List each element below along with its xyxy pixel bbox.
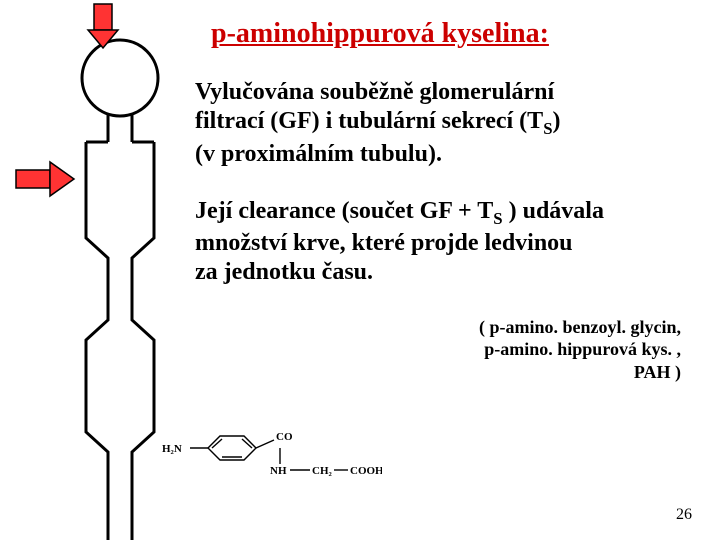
p2-line1a: Její clearance (součet GF + T [195, 198, 493, 224]
p2-line1b: ) udávala [503, 198, 604, 224]
paragraph-2: Její clearance (součet GF + TS ) udávala… [195, 197, 705, 288]
chem-cooh: COOH [350, 465, 382, 477]
p2-sub: S [493, 209, 502, 228]
chem-h2n: H₂N [162, 443, 182, 455]
paragraph-1: Vylučována souběžně glomerulární filtrac… [195, 78, 705, 169]
synonyms-block: ( p-amino. benzoyl. glycin, p-amino. hip… [195, 316, 705, 384]
p2-line2: množství krve, které projde ledvinou [195, 230, 573, 256]
chem-ch2: CH₂ [312, 465, 333, 477]
syn-line2: p-amino. hippurová kys. , [484, 339, 681, 359]
chem-nh: NH [270, 465, 287, 477]
syn-line3: PAH ) [634, 362, 681, 382]
p1-line2a: filtrací (GF) i tubulární sekrecí (T [195, 108, 543, 134]
p2-line3: za jednotku času. [195, 259, 373, 285]
p1-sub: S [543, 119, 552, 138]
chemical-structure: H₂N CO NH CH₂ COOH [162, 418, 382, 484]
p1-line1: Vylučována souběžně glomerulární [195, 79, 554, 105]
slide-title: p-aminohippurová kyselina: [195, 18, 705, 50]
p1-line2b: ) [553, 108, 561, 134]
page-number: 26 [676, 506, 692, 524]
p1-line3: (v proximálním tubulu). [195, 141, 442, 167]
syn-line1: ( p-amino. benzoyl. glycin, [479, 317, 681, 337]
chem-co: CO [276, 431, 293, 443]
